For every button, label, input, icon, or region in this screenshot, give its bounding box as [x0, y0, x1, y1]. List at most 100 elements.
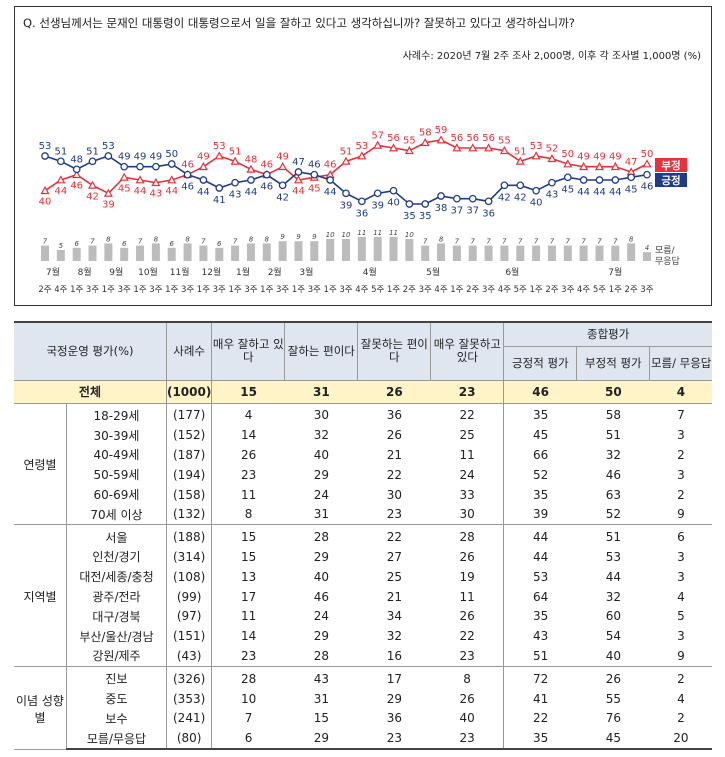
data-label: 37: [451, 206, 464, 217]
negative-point: [40, 185, 50, 195]
data-label: 46: [181, 182, 194, 193]
row-label: 대구/경북: [92, 609, 141, 624]
positive-point: [421, 200, 430, 208]
series-legend-label: 긍정: [661, 174, 680, 187]
week-tick-label: 4주: [498, 285, 511, 295]
cell-value: 17: [240, 589, 257, 604]
data-label: 44: [609, 187, 622, 198]
sample-size: (43): [165, 646, 213, 667]
cell-value: 43: [532, 629, 549, 644]
week-tick-label: 3주: [339, 285, 352, 295]
month-tick-label: 11월: [170, 266, 190, 278]
negative-point: [88, 180, 98, 189]
header-c4: 매우 잘못하고 있다: [430, 321, 505, 381]
week-tick-label: 1주: [228, 285, 241, 295]
negative-point: [484, 143, 494, 152]
table-row: 중도 (353) 10 31 29 26 41 55 4: [14, 688, 712, 709]
dk-label: 8: [629, 235, 634, 243]
week-tick-label: 2주: [403, 285, 416, 295]
positive-point: [326, 176, 335, 184]
negative-point: [135, 175, 145, 184]
cell-value: 11: [430, 586, 505, 607]
positive-point: [152, 162, 160, 171]
positive-point: [104, 152, 113, 160]
cell-value: 21: [386, 589, 402, 604]
data-label: 49: [593, 152, 606, 163]
data-label: 36: [482, 208, 495, 219]
data-label: 44: [324, 187, 337, 198]
dk-bar: [294, 241, 303, 261]
cell-value: 15: [313, 711, 329, 726]
negative-point: [404, 145, 414, 155]
dk-bar: [405, 239, 414, 261]
cell-value: 2: [677, 447, 685, 462]
sample-size: (97): [165, 606, 213, 627]
cell-value: 11: [430, 445, 505, 465]
dk-label: 7: [138, 238, 143, 246]
row-label: 50-59세: [93, 468, 140, 483]
week-tick-label: 1주: [450, 285, 463, 295]
positive-point: [484, 197, 493, 206]
cell-value: 9: [649, 504, 712, 526]
cell-value: 4: [677, 691, 685, 706]
data-label: 51: [229, 146, 242, 157]
positive-point: [643, 170, 651, 179]
month-tick-label: 7월: [46, 266, 60, 278]
table-row: 강원/제주 (43) 23 28 16 23 51 40 9: [14, 646, 712, 667]
cell-value: 4: [677, 589, 685, 604]
dk-label: 4: [645, 244, 649, 252]
cell-value: 40: [576, 646, 650, 667]
header-pos: 긍정적 평가: [503, 346, 578, 381]
week-tick-label: 1주: [70, 285, 83, 295]
week-tick-label: 3주: [213, 285, 226, 295]
dk-label: 7: [455, 238, 460, 246]
group-block: 연령별 18-29세 (177) 4 30 36 22 35 58 7 30-39세 (152) 14 3…: [14, 403, 712, 526]
data-label: 46: [260, 182, 273, 193]
positive-point: [294, 168, 303, 176]
week-tick-label: 1주: [387, 285, 400, 295]
positive-point: [357, 197, 366, 206]
dk-label: 7: [233, 238, 238, 246]
cell-value: 2: [677, 671, 685, 686]
cell-value: 66: [532, 447, 549, 462]
cell-value: 3: [677, 569, 685, 584]
cell-value: 8: [430, 666, 505, 689]
cell-value: 4: [649, 379, 712, 404]
cell-value: 28: [240, 671, 257, 686]
table-row: 지역별 서울 (188) 15 28 22 28 44 51 6: [14, 524, 712, 667]
cell-value: 36: [386, 408, 402, 423]
week-tick-label: 1주: [102, 285, 115, 295]
series-legend-tag: [655, 173, 687, 187]
dk-bar: [136, 245, 145, 261]
dk-bar: [389, 236, 398, 261]
negative-point: [151, 177, 161, 187]
week-tick-label: 1주: [133, 285, 146, 295]
dk-label: 9: [280, 233, 285, 241]
cell-value: 23: [357, 728, 431, 751]
row-label: 부산/울산/경남: [79, 629, 154, 644]
negative-point: [468, 143, 478, 152]
month-tick-label: 2월: [268, 266, 282, 278]
group-label: 지역별: [14, 524, 67, 667]
data-label: 43: [229, 190, 242, 201]
cell-value: 14: [240, 629, 257, 644]
dk-bar: [532, 245, 541, 261]
data-label: 42: [86, 191, 99, 202]
cell-value: 64: [532, 589, 549, 604]
dk-label: 7: [423, 238, 428, 246]
negative-point: [389, 143, 399, 152]
data-label: 37: [466, 206, 479, 217]
cell-value: 39: [503, 504, 577, 526]
dk-bar: [41, 245, 49, 261]
cell-value: 29: [284, 728, 358, 751]
data-label: 49: [134, 152, 147, 163]
positive-point: [120, 162, 129, 171]
dk-bar: [278, 241, 287, 261]
negative-point: [357, 151, 367, 160]
cell-value: 35: [532, 408, 549, 423]
data-label: 35: [419, 211, 432, 222]
dk-bar: [326, 239, 335, 261]
cell-value: 23: [211, 646, 285, 667]
dk-bar: [167, 247, 176, 261]
cell-value: 46: [313, 589, 329, 604]
